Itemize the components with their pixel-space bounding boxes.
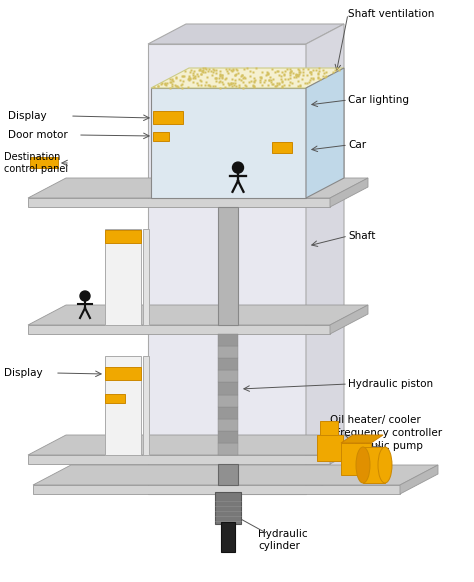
Bar [105,356,141,455]
Text: Display: Display [8,111,46,121]
Polygon shape [400,465,438,494]
Bar [218,207,238,325]
Bar [148,44,306,494]
Bar [218,443,238,455]
Polygon shape [28,305,368,325]
Polygon shape [28,435,368,455]
Bar [218,358,238,370]
Bar [221,522,235,552]
Text: Shaft: Shaft [348,231,375,241]
Bar [28,455,330,464]
Bar [272,142,292,153]
Text: Hydraulic piston: Hydraulic piston [348,379,433,389]
Bar [33,485,400,494]
Bar [215,492,241,524]
Bar [218,418,238,431]
Polygon shape [341,435,383,443]
Bar [105,230,141,243]
Bar [218,346,238,358]
Text: Oil heater/ cooler: Oil heater/ cooler [330,415,421,425]
Bar [30,157,58,168]
Bar [218,431,238,443]
Text: Hydraulic
cylinder: Hydraulic cylinder [258,529,308,551]
Polygon shape [330,305,368,334]
Circle shape [80,291,90,301]
Bar [218,382,238,395]
Text: Door motor: Door motor [8,130,68,140]
Bar [143,356,149,455]
Polygon shape [148,24,344,44]
Bar [153,111,183,124]
Polygon shape [28,178,368,198]
Bar [218,370,238,382]
Polygon shape [330,178,368,207]
Bar [320,421,338,435]
Text: Shaft ventilation: Shaft ventilation [348,9,434,19]
Bar [151,88,306,198]
Polygon shape [151,68,344,88]
Text: Car lighting: Car lighting [348,95,409,105]
Text: Display: Display [4,368,43,378]
Bar [317,435,343,461]
Polygon shape [330,435,368,464]
Circle shape [233,162,244,173]
Polygon shape [306,68,344,198]
Bar [28,325,330,334]
Bar [363,447,385,483]
Polygon shape [33,465,438,485]
Bar [218,464,238,485]
Bar [153,132,169,141]
Text: Hydraulic pump: Hydraulic pump [340,441,423,451]
Bar [143,229,149,325]
Ellipse shape [356,447,370,483]
Ellipse shape [378,447,392,483]
Text: Frequency controller: Frequency controller [335,428,442,438]
Bar [105,367,141,380]
Bar [28,198,330,207]
Bar [105,229,141,325]
Bar [105,394,125,403]
Text: Car: Car [348,140,366,150]
Text: Destination
control panel: Destination control panel [4,152,68,174]
Bar [218,334,238,346]
Bar [218,407,238,418]
Polygon shape [306,24,344,494]
Bar [341,443,371,475]
Bar [218,395,238,407]
